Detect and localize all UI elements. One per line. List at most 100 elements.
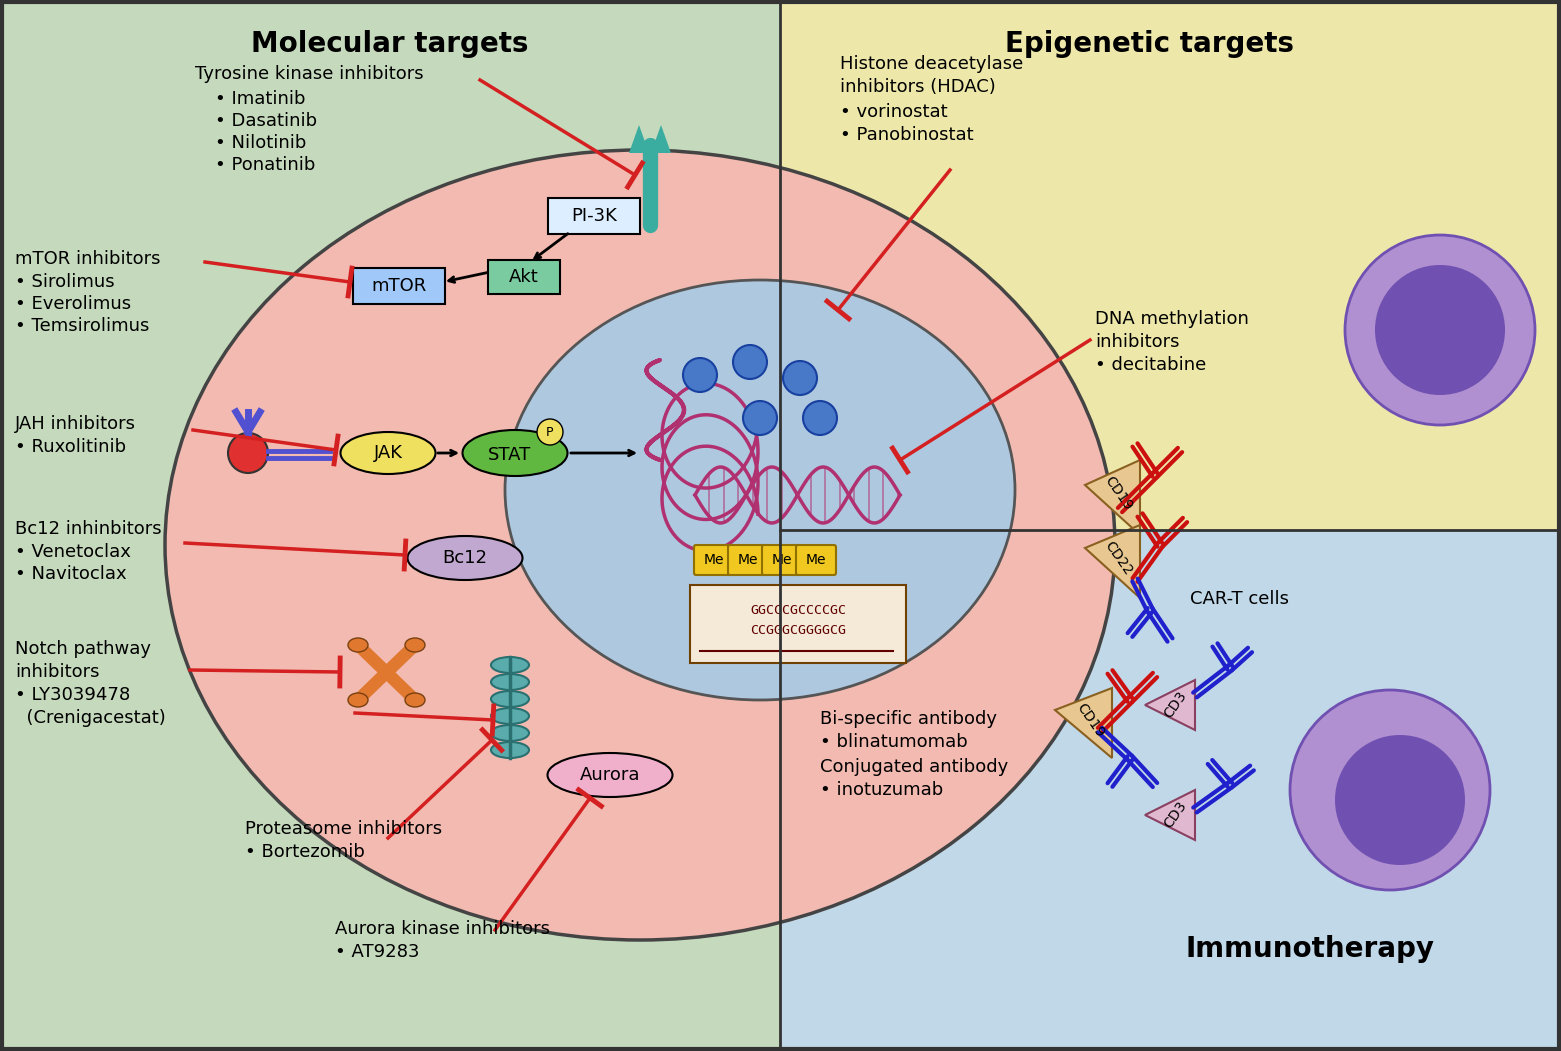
Ellipse shape — [407, 536, 523, 580]
Ellipse shape — [492, 708, 529, 724]
Text: • inotuzumab: • inotuzumab — [820, 781, 943, 799]
Text: • Dasatinib: • Dasatinib — [215, 112, 317, 130]
Text: • Panobinostat: • Panobinostat — [840, 126, 974, 144]
Ellipse shape — [404, 693, 425, 707]
Text: inhibitors (HDAC): inhibitors (HDAC) — [840, 78, 996, 96]
Ellipse shape — [492, 674, 529, 691]
Circle shape — [1375, 265, 1505, 395]
Text: CD3: CD3 — [1161, 689, 1189, 721]
Circle shape — [734, 345, 766, 379]
Text: inhibitors: inhibitors — [16, 663, 100, 681]
Text: JAK: JAK — [373, 444, 403, 462]
Text: CD19: CD19 — [1074, 700, 1107, 740]
FancyBboxPatch shape — [690, 585, 905, 663]
Text: • Ruxolitinib: • Ruxolitinib — [16, 438, 126, 456]
Text: Immunotherapy: Immunotherapy — [1185, 935, 1435, 963]
Text: PI-3K: PI-3K — [571, 207, 617, 225]
Text: • Nilotinib: • Nilotinib — [215, 133, 306, 152]
FancyBboxPatch shape — [353, 268, 445, 304]
Polygon shape — [1146, 790, 1196, 840]
Text: • vorinostat: • vorinostat — [840, 103, 948, 121]
Circle shape — [743, 401, 777, 435]
Polygon shape — [1085, 526, 1140, 598]
Polygon shape — [1085, 460, 1140, 535]
Ellipse shape — [348, 638, 368, 652]
Text: Me: Me — [805, 553, 826, 566]
FancyBboxPatch shape — [489, 260, 560, 294]
Text: CAR-T cells: CAR-T cells — [1189, 590, 1289, 607]
Ellipse shape — [348, 693, 368, 707]
Circle shape — [1346, 235, 1534, 425]
Text: CCGGGCGGGGCG: CCGGGCGGGGCG — [749, 624, 846, 637]
Polygon shape — [1146, 680, 1196, 730]
Text: Bi-specific antibody: Bi-specific antibody — [820, 710, 997, 728]
Text: Molecular targets: Molecular targets — [251, 30, 529, 58]
Circle shape — [784, 360, 816, 395]
Text: • Venetoclax: • Venetoclax — [16, 543, 131, 561]
Text: mTOR inhibitors: mTOR inhibitors — [16, 250, 161, 268]
Text: (Crenigacestat): (Crenigacestat) — [16, 709, 165, 727]
Text: CD3: CD3 — [1161, 799, 1189, 831]
Ellipse shape — [404, 638, 425, 652]
Ellipse shape — [492, 725, 529, 741]
Text: CD19: CD19 — [1102, 473, 1135, 513]
Circle shape — [1335, 735, 1466, 865]
Text: • decitabine: • decitabine — [1094, 356, 1207, 374]
Text: mTOR: mTOR — [372, 277, 426, 295]
Text: Histone deacetylase: Histone deacetylase — [840, 55, 1024, 73]
Text: GGCCCGCCCCGC: GGCCCGCCCCGC — [749, 604, 846, 617]
Text: Tyrosine kinase inhibitors: Tyrosine kinase inhibitors — [195, 65, 423, 83]
Text: Bc12: Bc12 — [442, 549, 487, 566]
Text: • LY3039478: • LY3039478 — [16, 686, 130, 704]
Bar — [780, 0, 1561, 530]
Text: • AT9283: • AT9283 — [336, 943, 420, 961]
Text: • Ponatinib: • Ponatinib — [215, 156, 315, 174]
Text: CD22: CD22 — [1102, 538, 1135, 578]
Polygon shape — [1055, 688, 1111, 758]
FancyBboxPatch shape — [796, 545, 837, 575]
Text: Notch pathway: Notch pathway — [16, 640, 151, 658]
Text: P: P — [546, 426, 554, 438]
FancyBboxPatch shape — [695, 545, 734, 575]
Text: • Everolimus: • Everolimus — [16, 295, 131, 313]
FancyBboxPatch shape — [762, 545, 802, 575]
Bar — [0, 0, 780, 1051]
Polygon shape — [651, 125, 671, 153]
Ellipse shape — [492, 691, 529, 707]
Text: Epigenetic targets: Epigenetic targets — [1005, 30, 1294, 58]
Text: Me: Me — [771, 553, 793, 566]
Text: JAH inhibitors: JAH inhibitors — [16, 415, 136, 433]
Ellipse shape — [548, 753, 673, 797]
Ellipse shape — [165, 150, 1115, 940]
FancyBboxPatch shape — [727, 545, 768, 575]
Text: Proteasome inhibitors: Proteasome inhibitors — [245, 820, 442, 838]
Circle shape — [1289, 691, 1491, 890]
Ellipse shape — [492, 742, 529, 758]
Text: inhibitors: inhibitors — [1094, 333, 1180, 351]
Text: • Sirolimus: • Sirolimus — [16, 273, 114, 291]
Text: • Navitoclax: • Navitoclax — [16, 565, 126, 583]
Text: • Bortezomib: • Bortezomib — [245, 843, 365, 861]
Text: STAT: STAT — [489, 446, 532, 463]
Text: Aurora: Aurora — [579, 766, 640, 784]
Text: Akt: Akt — [509, 268, 539, 286]
Text: DNA methylation: DNA methylation — [1094, 310, 1249, 328]
Text: Aurora kinase inhibitors: Aurora kinase inhibitors — [336, 920, 549, 937]
Text: Me: Me — [704, 553, 724, 566]
Text: Bc12 inhinbitors: Bc12 inhinbitors — [16, 520, 162, 538]
Ellipse shape — [492, 657, 529, 673]
Ellipse shape — [462, 430, 568, 476]
Circle shape — [228, 433, 268, 473]
Polygon shape — [629, 125, 649, 153]
Text: • Imatinib: • Imatinib — [215, 90, 306, 108]
Circle shape — [684, 358, 716, 392]
Text: • blinatumomab: • blinatumomab — [820, 733, 968, 751]
Ellipse shape — [506, 280, 1015, 700]
Text: Conjugated antibody: Conjugated antibody — [820, 758, 1008, 776]
FancyBboxPatch shape — [548, 198, 640, 234]
Text: Me: Me — [738, 553, 759, 566]
Ellipse shape — [340, 432, 436, 474]
Circle shape — [537, 419, 564, 445]
Bar — [780, 530, 1561, 1051]
Text: • Temsirolimus: • Temsirolimus — [16, 317, 150, 335]
